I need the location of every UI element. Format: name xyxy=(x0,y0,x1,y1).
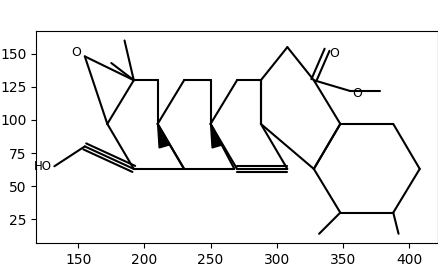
Text: O: O xyxy=(71,46,81,59)
Text: O: O xyxy=(352,87,362,100)
Text: HO: HO xyxy=(34,160,52,173)
Polygon shape xyxy=(158,124,170,148)
Text: O: O xyxy=(330,47,339,60)
Polygon shape xyxy=(211,124,222,148)
